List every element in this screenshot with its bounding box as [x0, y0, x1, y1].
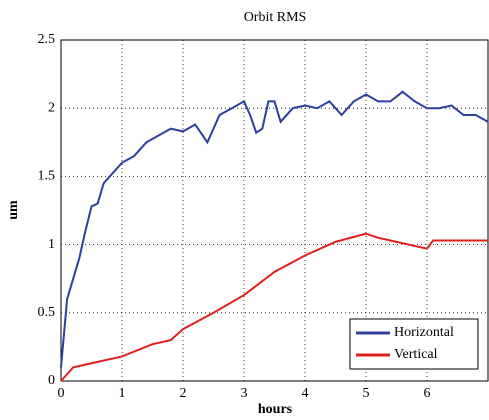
y-tick-label: 0	[48, 373, 55, 388]
x-axis-label: hours	[258, 402, 293, 417]
x-tick-label: 1	[119, 386, 126, 401]
x-tick-label: 0	[58, 386, 65, 401]
y-tick-label: 1	[48, 237, 55, 252]
chart-title: Orbit RMS	[244, 10, 307, 25]
x-tick-label: 5	[363, 386, 370, 401]
data-line	[60, 90, 489, 368]
y-tick-label: 2.5	[38, 32, 56, 47]
plot-frame	[60, 39, 489, 382]
data-line	[60, 232, 488, 382]
y-tick-label: 2	[48, 100, 55, 115]
y-tick-label: 0.5	[38, 305, 56, 320]
x-tick-label: 2	[180, 386, 187, 401]
legend-box	[349, 318, 479, 370]
legend-label: Vertical	[394, 347, 438, 362]
y-tick-label: 1.5	[38, 169, 56, 184]
x-tick-label: 4	[302, 386, 309, 401]
legend-label: Horizontal	[394, 325, 454, 340]
x-tick-label: 3	[241, 386, 248, 401]
x-tick-label: 6	[424, 386, 431, 401]
y-axis-label: um	[6, 200, 21, 220]
